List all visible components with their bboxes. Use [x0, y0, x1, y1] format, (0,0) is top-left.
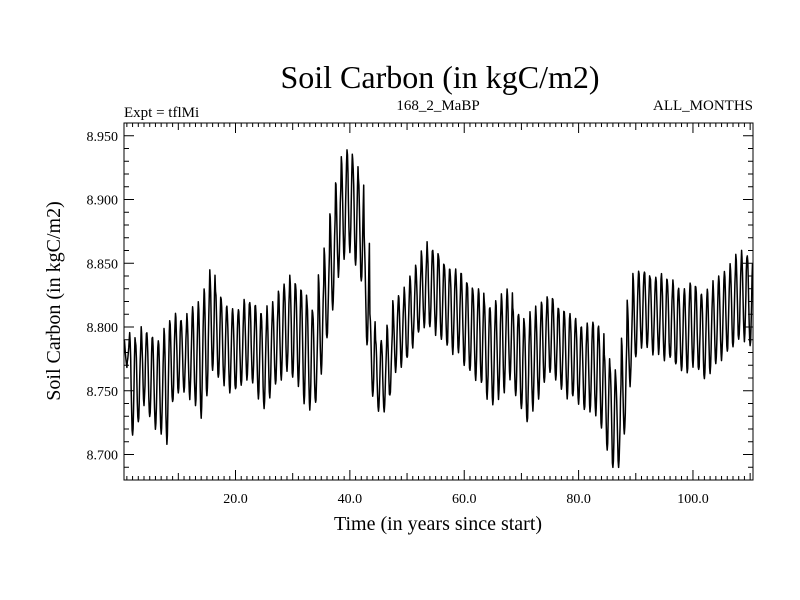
y-tick-label: 8.900 — [87, 194, 119, 209]
experiment-label: Expt = tflMi — [124, 105, 199, 121]
y-axis-label: Soil Carbon (in kgC/m2) — [43, 201, 65, 400]
y-axis: 8.700 8.750 8.800 8.850 8.900 8.950 — [87, 122, 753, 481]
series-line-soil-carbon — [123, 149, 754, 469]
y-tick-label: 8.750 — [87, 385, 119, 400]
x-tick-label: 20.0 — [223, 492, 248, 507]
chart-title: Soil Carbon (in kgC/m2) — [280, 59, 599, 95]
period-label: 168_2_MaBP — [396, 98, 479, 114]
x-tick-label: 80.0 — [566, 492, 591, 507]
plot-area — [123, 122, 754, 481]
y-tick-label: 8.850 — [87, 257, 119, 272]
y-tick-label: 8.800 — [87, 321, 119, 336]
plot-frame — [123, 122, 754, 481]
x-axis-label: Time (in years since start) — [334, 513, 542, 535]
x-tick-label: 60.0 — [452, 492, 477, 507]
x-axis: 20.0 40.0 60.0 80.0 100.0 — [126, 123, 751, 507]
y-tick-label: 8.700 — [87, 449, 119, 464]
x-tick-label: 100.0 — [677, 492, 709, 507]
x-tick-label: 40.0 — [338, 492, 363, 507]
months-label: ALL_MONTHS — [653, 98, 753, 114]
y-tick-label: 8.950 — [87, 130, 119, 145]
